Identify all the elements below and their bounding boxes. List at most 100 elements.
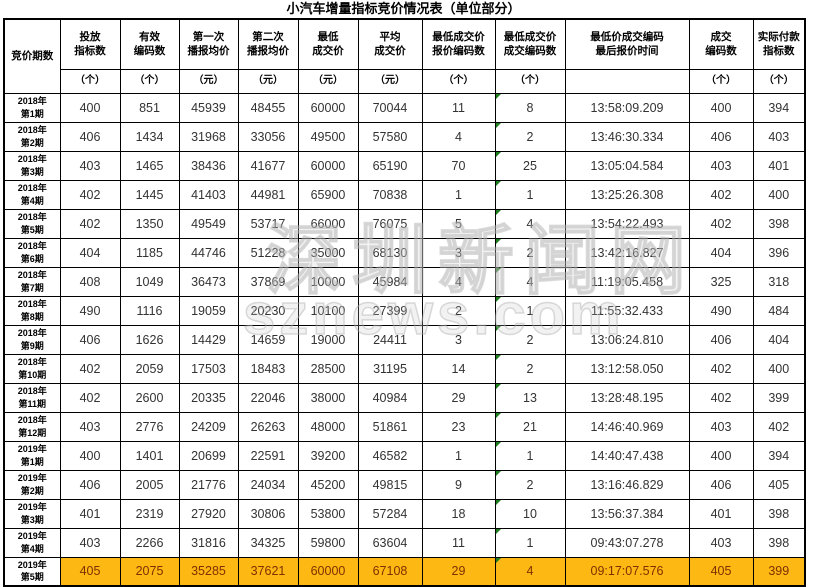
value-cell: 406: [59, 324, 121, 355]
value-cell: 398: [752, 527, 806, 558]
period-cell: 2018年 第1期: [3, 92, 61, 123]
period-cell: 2019年 第5期: [3, 556, 61, 587]
value-cell: 22046: [237, 382, 299, 413]
column-header: 最低成交价 成交编码数: [494, 18, 566, 70]
value-cell: 1434: [119, 121, 180, 152]
value-cell: 318: [752, 266, 806, 297]
value-cell: 402: [59, 179, 121, 210]
value-cell: 13:42:16.827: [564, 237, 690, 268]
period-cell: 2019年 第1期: [3, 440, 61, 471]
value-cell: 68130: [357, 237, 423, 268]
value-cell: 3: [421, 324, 496, 355]
value-cell: 13:46:30.334: [564, 121, 690, 152]
value-cell: 13:06:24.810: [564, 324, 690, 355]
value-cell: 44746: [178, 237, 239, 268]
value-cell: 398: [752, 208, 806, 239]
value-cell: 2: [494, 324, 566, 355]
value-cell: 14:40:47.438: [564, 440, 690, 471]
value-cell: 1: [421, 179, 496, 210]
value-cell: 18483: [237, 353, 299, 384]
table-row: 2019年 第3期 401 2319 27920 30806 53800 57284 18 10…: [3, 498, 806, 529]
period-cell: 2018年 第12期: [3, 411, 61, 442]
period-cell: 2019年 第2期: [3, 469, 61, 500]
value-cell: 09:17:07.576: [564, 556, 690, 587]
value-cell: 402: [688, 208, 754, 239]
value-cell: 402: [59, 208, 121, 239]
value-cell: 401: [752, 150, 806, 181]
value-cell: 27399: [357, 295, 423, 326]
value-cell: 51861: [357, 411, 423, 442]
value-cell: 9: [421, 469, 496, 500]
value-cell: 65190: [357, 150, 423, 181]
value-cell: 13:54:22.493: [564, 208, 690, 239]
green-triangle-icon: [496, 123, 501, 128]
value-cell: 1: [494, 440, 566, 471]
table-row: 2018年 第2期 406 1434 31968 33056 49500 57580 4 2 13…: [3, 121, 806, 152]
value-cell: 20335: [178, 382, 239, 413]
value-cell: 406: [59, 469, 121, 500]
table-row: 2018年 第11期 402 2600 20335 22046 38000 40984 29 1…: [3, 382, 806, 413]
column-unit: （个）: [59, 68, 121, 94]
value-cell: 405: [59, 556, 121, 587]
value-cell: 10100: [297, 295, 359, 326]
value-cell: 11: [421, 92, 496, 123]
value-cell: 13:25:26.308: [564, 179, 690, 210]
green-triangle-icon: [496, 500, 501, 505]
value-cell: 29: [421, 382, 496, 413]
period-cell: 2018年 第9期: [3, 324, 61, 355]
value-cell: 405: [752, 469, 806, 500]
period-cell: 2018年 第7期: [3, 266, 61, 297]
value-cell: 1: [494, 295, 566, 326]
column-unit: （元）: [357, 68, 423, 94]
table-row: 2018年 第8期 490 1116 19059 20230 10100 27399 2 1 11…: [3, 295, 806, 326]
value-cell: 10: [494, 498, 566, 529]
value-cell: 2776: [119, 411, 180, 442]
value-cell: 39200: [297, 440, 359, 471]
value-cell: 13: [494, 382, 566, 413]
value-cell: 484: [752, 295, 806, 326]
value-cell: 402: [688, 179, 754, 210]
table-row: 2019年 第4期 403 2266 31816 34325 59800 63604 11 1 0…: [3, 527, 806, 558]
value-cell: 76075: [357, 208, 423, 239]
period-cell: 2018年 第10期: [3, 353, 61, 384]
value-cell: 2059: [119, 353, 180, 384]
value-cell: 31816: [178, 527, 239, 558]
value-cell: 33056: [237, 121, 299, 152]
table-row: 2019年 第2期 406 2005 21776 24034 45200 49815 9 2 13…: [3, 469, 806, 500]
value-cell: 48000: [297, 411, 359, 442]
table-row: 2018年 第1期 400 851 45939 48455 60000 70044 11 8 13…: [3, 92, 806, 123]
value-cell: 57580: [357, 121, 423, 152]
value-cell: 48455: [237, 92, 299, 123]
value-cell: 5: [421, 208, 496, 239]
value-cell: 21776: [178, 469, 239, 500]
value-cell: 403: [688, 150, 754, 181]
value-cell: 14: [421, 353, 496, 384]
green-triangle-icon: [496, 384, 501, 389]
value-cell: 2: [494, 121, 566, 152]
value-cell: 41403: [178, 179, 239, 210]
value-cell: 400: [59, 440, 121, 471]
value-cell: 851: [119, 92, 180, 123]
value-cell: 400: [688, 92, 754, 123]
value-cell: 57284: [357, 498, 423, 529]
value-cell: 1049: [119, 266, 180, 297]
value-cell: 70044: [357, 92, 423, 123]
value-cell: 53800: [297, 498, 359, 529]
value-cell: 4: [421, 266, 496, 297]
value-cell: 44981: [237, 179, 299, 210]
value-cell: 70: [421, 150, 496, 181]
period-cell: 2018年 第2期: [3, 121, 61, 152]
value-cell: 13:28:48.195: [564, 382, 690, 413]
value-cell: 67108: [357, 556, 423, 587]
value-cell: 405: [688, 556, 754, 587]
value-cell: 402: [59, 382, 121, 413]
value-cell: 325: [688, 266, 754, 297]
value-cell: 14659: [237, 324, 299, 355]
table-row: 2018年 第4期 402 1445 41403 44981 65900 70838 1 1 13…: [3, 179, 806, 210]
value-cell: 1185: [119, 237, 180, 268]
value-cell: 14:46:40.969: [564, 411, 690, 442]
value-cell: 2600: [119, 382, 180, 413]
value-cell: 400: [752, 179, 806, 210]
value-cell: 402: [59, 353, 121, 384]
value-cell: 38436: [178, 150, 239, 181]
